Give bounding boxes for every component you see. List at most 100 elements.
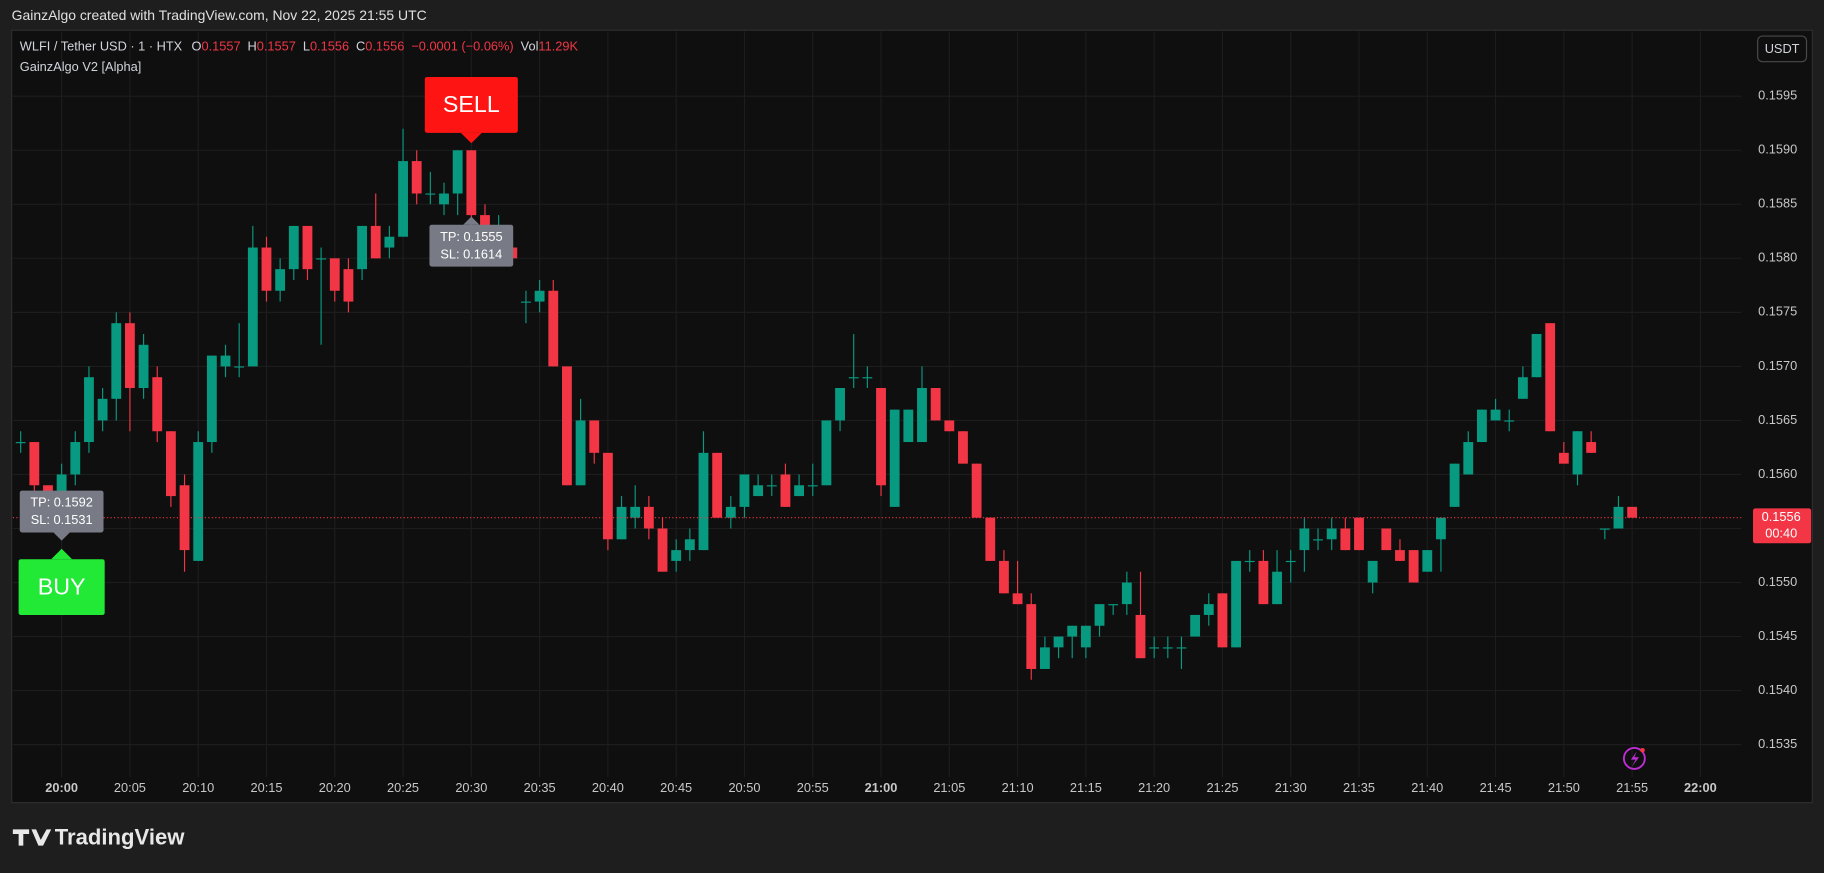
candle-body (1395, 550, 1405, 561)
signal-tp: TP: 0.1555 (440, 229, 503, 244)
candle-body (930, 388, 941, 421)
candle-body (807, 485, 818, 487)
x-tick-label: 20:45 (660, 780, 692, 795)
candle-body (766, 485, 777, 487)
candle-body (712, 452, 723, 518)
candle-body (1490, 409, 1501, 421)
candle-body (1463, 442, 1474, 475)
candle-body (439, 193, 449, 205)
candle-body (1517, 377, 1528, 399)
candle-body (193, 442, 204, 561)
candle-body (1244, 560, 1255, 563)
candle-body (1599, 528, 1610, 530)
x-tick-label: 20:15 (250, 780, 282, 795)
x-tick-label: 20:40 (592, 780, 624, 795)
signal-label: SELL (443, 91, 500, 117)
candle-body (1545, 323, 1556, 432)
candle-body (917, 388, 927, 443)
signal-label: BUY (38, 573, 86, 599)
candle-body (70, 442, 81, 475)
y-tick-label: 0.1595 (1758, 88, 1797, 103)
candle-body (999, 560, 1009, 594)
candle-body (1012, 593, 1023, 605)
candle-body (1231, 560, 1242, 648)
candle-body (521, 301, 531, 303)
candle-body (152, 377, 163, 432)
candle-body (958, 431, 968, 464)
candle-body (384, 236, 395, 248)
countdown: 00:40 (1765, 525, 1797, 540)
candle-body (1422, 550, 1433, 572)
candle-body (1572, 431, 1583, 475)
x-tick-label: 20:25 (387, 780, 419, 795)
candle-body (534, 290, 545, 302)
candle-body (985, 517, 996, 561)
ohlc-value: 0.1557 (201, 39, 240, 54)
signal-tooltip-arrow (53, 532, 70, 541)
x-tick-label: 20:55 (797, 780, 829, 795)
candle-body (1203, 604, 1214, 615)
ohlc-label: O (192, 39, 202, 54)
y-tick-label: 0.1585 (1758, 196, 1797, 211)
candle-body (1135, 614, 1146, 659)
y-tick-label: 0.1575 (1758, 304, 1797, 319)
candle-body (357, 225, 367, 270)
currency[interactable]: USDT (1765, 41, 1800, 56)
candle-body (1108, 604, 1119, 606)
candle-body (1258, 560, 1269, 605)
candle-body (876, 388, 886, 486)
currency-button[interactable] (1757, 35, 1808, 63)
candle-body (302, 225, 313, 270)
candle-body (684, 539, 695, 551)
ohlc-value: 0.1556 (310, 39, 349, 54)
signal-sl: SL: 0.1614 (440, 246, 502, 261)
candle-body (780, 474, 791, 507)
alert-icon[interactable] (1622, 747, 1646, 770)
candle-body (1627, 506, 1638, 518)
ohlc-value: 0.1556 (365, 39, 404, 54)
x-tick-label: 20:10 (182, 780, 214, 795)
candle-body (1558, 452, 1569, 464)
candle-body (889, 409, 900, 507)
x-tick-label: 22:00 (1684, 780, 1717, 795)
signal-box (18, 559, 105, 616)
candle-body (370, 225, 381, 259)
candle-body (1094, 604, 1105, 626)
candle-body (821, 420, 832, 486)
ohlc-label: C (356, 39, 365, 54)
signal-box (424, 76, 518, 133)
candle-body (725, 506, 736, 518)
candle-body (848, 377, 859, 379)
candle-body (739, 474, 750, 507)
candle-body (1121, 582, 1132, 605)
signal-tp: TP: 0.1592 (30, 495, 93, 510)
candle-body (1039, 647, 1050, 669)
candle-body (1449, 463, 1460, 507)
x-tick-label: 20:35 (524, 780, 556, 795)
candle-body (15, 442, 26, 444)
candle-body (753, 485, 764, 497)
legend-header: WLFI / Tether USD · 1 · HTX O0.1557 H0.155… (20, 39, 579, 54)
candle-body (1476, 409, 1487, 443)
candle-body (794, 485, 805, 497)
x-tick-label: 21:25 (1206, 780, 1238, 795)
x-tick-label: 21:45 (1480, 780, 1512, 795)
last-price-label: 0.1556 (1762, 509, 1801, 524)
candle-body (480, 215, 490, 226)
candle-body (111, 323, 122, 399)
candle-body (220, 355, 231, 367)
candle-body (343, 269, 354, 302)
candle-body (329, 258, 340, 291)
signal-tooltip (19, 490, 104, 533)
y-tick-label: 0.1560 (1758, 466, 1797, 481)
candle-body (1067, 625, 1078, 637)
candle-body (466, 150, 477, 216)
x-tick-label: 20:00 (45, 780, 78, 795)
candle-body (835, 388, 845, 421)
ohlc-label: H (248, 39, 257, 54)
signal-arrow (51, 548, 73, 560)
x-tick-label: 20:05 (114, 780, 146, 795)
last-price-badge (1753, 508, 1812, 544)
y-tick-label: 0.1540 (1758, 682, 1797, 697)
candle-body (398, 161, 408, 237)
